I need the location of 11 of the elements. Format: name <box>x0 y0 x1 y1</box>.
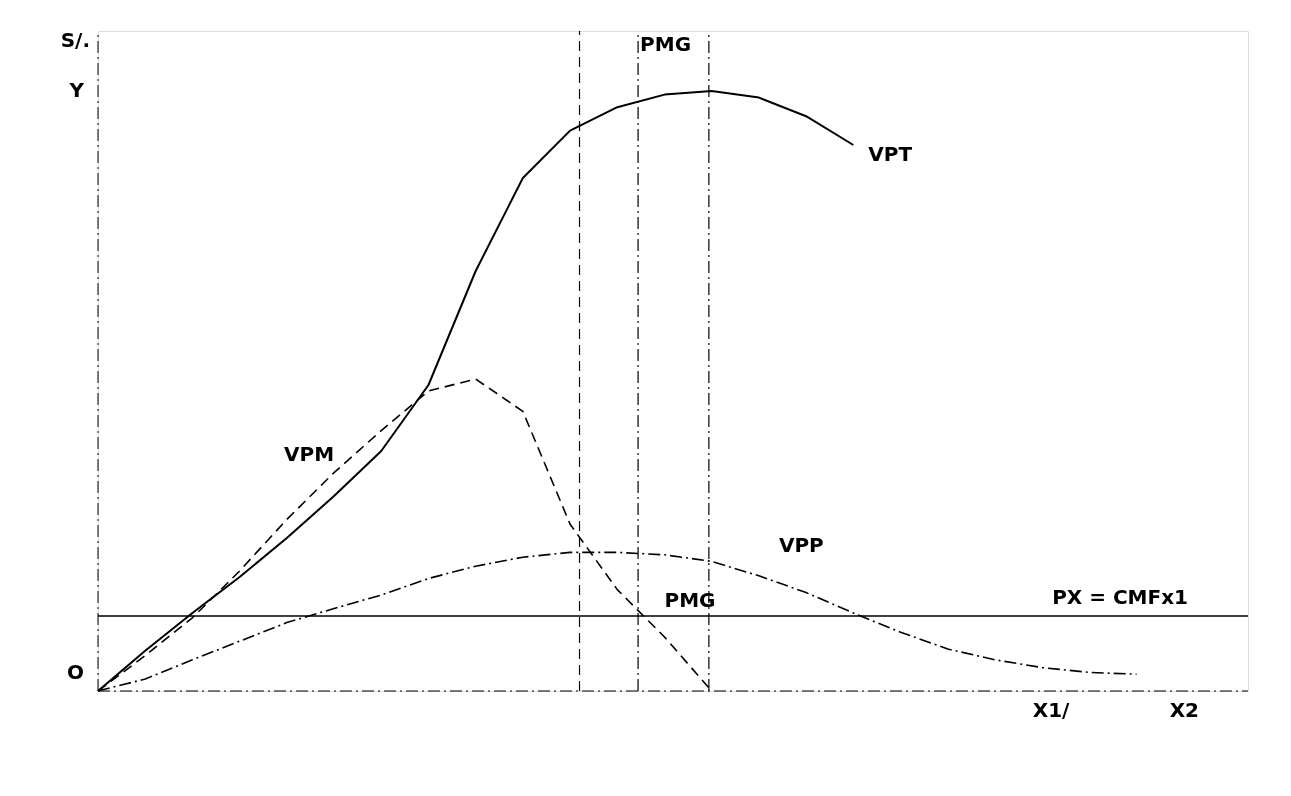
text: X1/ <box>1032 698 1071 722</box>
y-axis-title: S/. <box>60 28 90 52</box>
series-label: VPT <box>868 142 913 166</box>
text: PMG <box>640 32 692 56</box>
series-label: VPM <box>284 441 335 466</box>
text: O <box>66 660 84 684</box>
ref-line-label: PX = CMFx1 <box>1052 585 1188 609</box>
annotation: PMG <box>664 588 716 612</box>
text: X2 <box>1169 698 1199 722</box>
text: Y <box>68 78 85 102</box>
series-label: VPP <box>778 532 824 557</box>
